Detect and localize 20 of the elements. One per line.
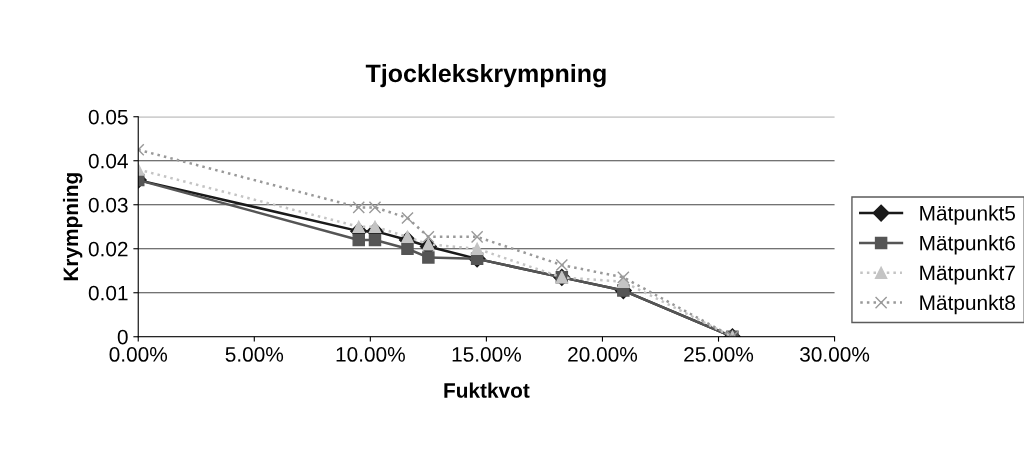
- chart-title: Tjocklekskrympning: [365, 63, 606, 88]
- y-axis-title: Krympning: [62, 173, 83, 281]
- x-tick-label: 25.00%: [684, 347, 754, 362]
- x-tick-label: 5.00%: [225, 347, 284, 362]
- x-tick-label: 0.00%: [109, 347, 168, 362]
- y-tick-label: 0.02: [88, 241, 128, 257]
- y-tick-label: 0: [117, 329, 128, 345]
- legend-label: Mätpunkt6: [920, 235, 1015, 255]
- x-tick-label: 10.00%: [336, 347, 405, 362]
- legend-label: Mätpunkt8: [920, 294, 1015, 315]
- x-tick-label: 30.00%: [800, 347, 870, 362]
- y-tick-label: 0.04: [88, 153, 128, 169]
- y-tick-label: 0.03: [88, 197, 128, 213]
- x-tick-label: 15.00%: [452, 347, 521, 362]
- legend-label: Mätpunkt7: [920, 264, 1015, 285]
- x-axis-title: Fuktkvot: [444, 382, 530, 398]
- y-tick-label: 0.01: [88, 285, 128, 301]
- legend-label: Mätpunkt5: [920, 205, 1016, 225]
- y-tick-label: 0.05: [88, 109, 128, 125]
- x-tick-label: 20.00%: [568, 347, 638, 362]
